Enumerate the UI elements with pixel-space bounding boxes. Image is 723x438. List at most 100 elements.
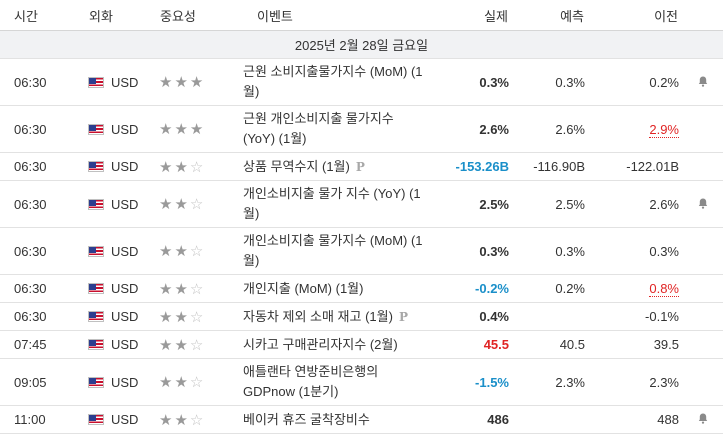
actual-value: 486 <box>425 405 512 434</box>
star-filled-icon: ★ <box>159 308 175 326</box>
event-time-text: 07:45 <box>14 337 47 352</box>
actual-value-text: 0.4% <box>479 309 509 324</box>
event-time: 09:05 <box>0 358 73 406</box>
forecast-value: -116.90B <box>512 152 588 181</box>
alert-cell[interactable] <box>682 180 723 228</box>
table-row[interactable]: 09:05 USD ★★☆ 애틀랜타 연방준비은행의 GDPnow (1분기) … <box>0 358 723 406</box>
event-name-cell[interactable]: 근원 개인소비지출 물가지수 (YoY) (1월) <box>240 105 425 153</box>
forecast-value: 0.3% <box>512 58 588 106</box>
star-filled-icon: ★ <box>174 196 190 213</box>
event-name[interactable]: 자동차 제외 소매 재고 (1월) <box>243 308 393 324</box>
event-name-cell[interactable]: 자동차 제외 소매 재고 (1월) P <box>240 302 425 331</box>
bell-icon[interactable] <box>698 413 708 424</box>
alert-cell[interactable] <box>682 330 723 359</box>
actual-value-text: -153.26B <box>455 159 509 174</box>
event-name[interactable]: 시카고 구매관리자지수 (2월) <box>243 336 398 352</box>
alert-cell[interactable] <box>682 274 723 303</box>
event-name[interactable]: 애틀랜타 연방준비은행의 GDPnow (1분기) <box>243 364 379 399</box>
event-name[interactable]: 개인소비지출 물가 지수 (YoY) (1월) <box>243 186 421 221</box>
forecast-value: 2.3% <box>512 358 588 406</box>
event-currency: USD <box>73 330 143 359</box>
bell-icon[interactable] <box>698 198 708 209</box>
event-name-cell[interactable]: 근원 소비지출물가지수 (MoM) (1월) <box>240 58 425 106</box>
star-filled-icon: ★ <box>159 74 175 91</box>
table-row[interactable]: 06:30 USD ★★★ 근원 개인소비지출 물가지수 (YoY) (1월) … <box>0 105 723 153</box>
table-row[interactable]: 11:00 USD ★★☆ 베이커 휴즈 굴착장비수 486 488 <box>0 405 723 434</box>
star-empty-icon: ☆ <box>189 308 206 326</box>
event-currency: USD <box>73 405 143 434</box>
table-row[interactable]: 06:30 USD ★★☆ 개인소비지출 물가 지수 (YoY) (1월) 2.… <box>0 180 723 228</box>
date-row: 2025년 2월 28일 금요일 <box>0 30 723 59</box>
actual-value: 2.6% <box>425 105 512 153</box>
importance-stars: ★★☆ <box>143 358 240 406</box>
alert-cell[interactable] <box>682 227 723 275</box>
event-time-text: 06:30 <box>14 281 47 296</box>
us-flag-icon <box>88 376 104 388</box>
previous-value-text: 39.5 <box>653 337 679 352</box>
event-time: 06:30 <box>0 302 73 331</box>
previous-value: 2.3% <box>588 358 682 406</box>
actual-value: -1.5% <box>425 358 512 406</box>
forecast-value-text: 0.3% <box>555 74 585 90</box>
actual-value-text: -1.5% <box>475 374 509 390</box>
actual-value-text: 2.6% <box>479 121 509 137</box>
us-flag-icon <box>88 339 104 350</box>
event-time: 06:30 <box>0 180 73 228</box>
event-name[interactable]: 베이커 휴즈 굴착장비수 <box>243 411 370 427</box>
event-time: 06:30 <box>0 58 73 106</box>
event-name[interactable]: 근원 소비지출물가지수 (MoM) (1월) <box>243 64 423 99</box>
star-filled-icon: ★ <box>159 336 175 354</box>
star-filled-icon: ★ <box>174 308 190 326</box>
alert-cell[interactable] <box>682 152 723 181</box>
alert-cell[interactable] <box>682 105 723 153</box>
importance-stars: ★★☆ <box>143 180 240 228</box>
table-row[interactable]: 06:30 USD ★★☆ 상품 무역수지 (1월) P -153.26B -11… <box>0 152 723 181</box>
star-filled-icon: ★ <box>174 243 190 260</box>
table-row[interactable]: 06:30 USD ★★☆ 개인지출 (MoM) (1월) -0.2% 0.2%… <box>0 274 723 303</box>
event-name-cell[interactable]: 시카고 구매관리자지수 (2월) <box>240 330 425 359</box>
event-time-text: 06:30 <box>14 196 47 212</box>
previous-value: 0.2% <box>588 58 682 106</box>
table-row[interactable]: 06:30 USD ★★☆ 개인소비지출 물가지수 (MoM) (1월) 0.3… <box>0 227 723 275</box>
event-name-cell[interactable]: 상품 무역수지 (1월) P <box>240 152 425 181</box>
star-empty-icon: ☆ <box>189 158 206 176</box>
previous-value-text: 2.6% <box>649 196 679 212</box>
forecast-value: 0.3% <box>512 227 588 275</box>
importance-stars: ★★★ <box>143 58 240 106</box>
currency-code: USD <box>111 74 139 90</box>
event-name[interactable]: 개인지출 (MoM) (1월) <box>243 280 364 296</box>
event-name[interactable]: 근원 개인소비지출 물가지수 (YoY) (1월) <box>243 111 394 146</box>
bell-icon[interactable] <box>698 76 708 87</box>
us-flag-icon <box>88 198 104 210</box>
event-time: 11:00 <box>0 405 73 434</box>
table-row[interactable]: 06:30 USD ★★★ 근원 소비지출물가지수 (MoM) (1월) 0.3… <box>0 58 723 106</box>
event-currency: USD <box>73 105 143 153</box>
currency-code: USD <box>111 159 139 174</box>
preliminary-icon: P <box>355 159 365 174</box>
currency-code: USD <box>111 121 139 137</box>
table-row[interactable]: 06:30 USD ★★☆ 자동차 제외 소매 재고 (1월) P 0.4% -0… <box>0 302 723 331</box>
alert-cell[interactable] <box>682 302 723 331</box>
event-name-cell[interactable]: 개인지출 (MoM) (1월) <box>240 274 425 303</box>
event-name-cell[interactable]: 개인소비지출 물가지수 (MoM) (1월) <box>240 227 425 275</box>
previous-value: 2.6% <box>588 180 682 228</box>
event-name-cell[interactable]: 베이커 휴즈 굴착장비수 <box>240 405 425 434</box>
event-name-cell[interactable]: 애틀랜타 연방준비은행의 GDPnow (1분기) <box>240 358 425 406</box>
star-filled-icon: ★ <box>159 243 175 260</box>
importance-stars: ★★★ <box>143 105 240 153</box>
star-filled-icon: ★ <box>189 121 206 138</box>
previous-value-text[interactable]: 2.9% <box>649 121 679 138</box>
actual-value-text: 2.5% <box>479 196 509 212</box>
alert-cell[interactable] <box>682 358 723 406</box>
table-row[interactable]: 07:45 USD ★★☆ 시카고 구매관리자지수 (2월) 45.5 40.5… <box>0 330 723 359</box>
header-event-label: 이벤트 <box>257 8 293 24</box>
event-name[interactable]: 개인소비지출 물가지수 (MoM) (1월) <box>243 233 423 268</box>
alert-cell[interactable] <box>682 58 723 106</box>
event-name[interactable]: 상품 무역수지 (1월) <box>243 158 350 174</box>
previous-value-text[interactable]: 0.8% <box>649 281 679 297</box>
alert-cell[interactable] <box>682 405 723 434</box>
event-name-cell[interactable]: 개인소비지출 물가 지수 (YoY) (1월) <box>240 180 425 228</box>
star-filled-icon: ★ <box>174 121 190 138</box>
star-empty-icon: ☆ <box>189 196 206 213</box>
